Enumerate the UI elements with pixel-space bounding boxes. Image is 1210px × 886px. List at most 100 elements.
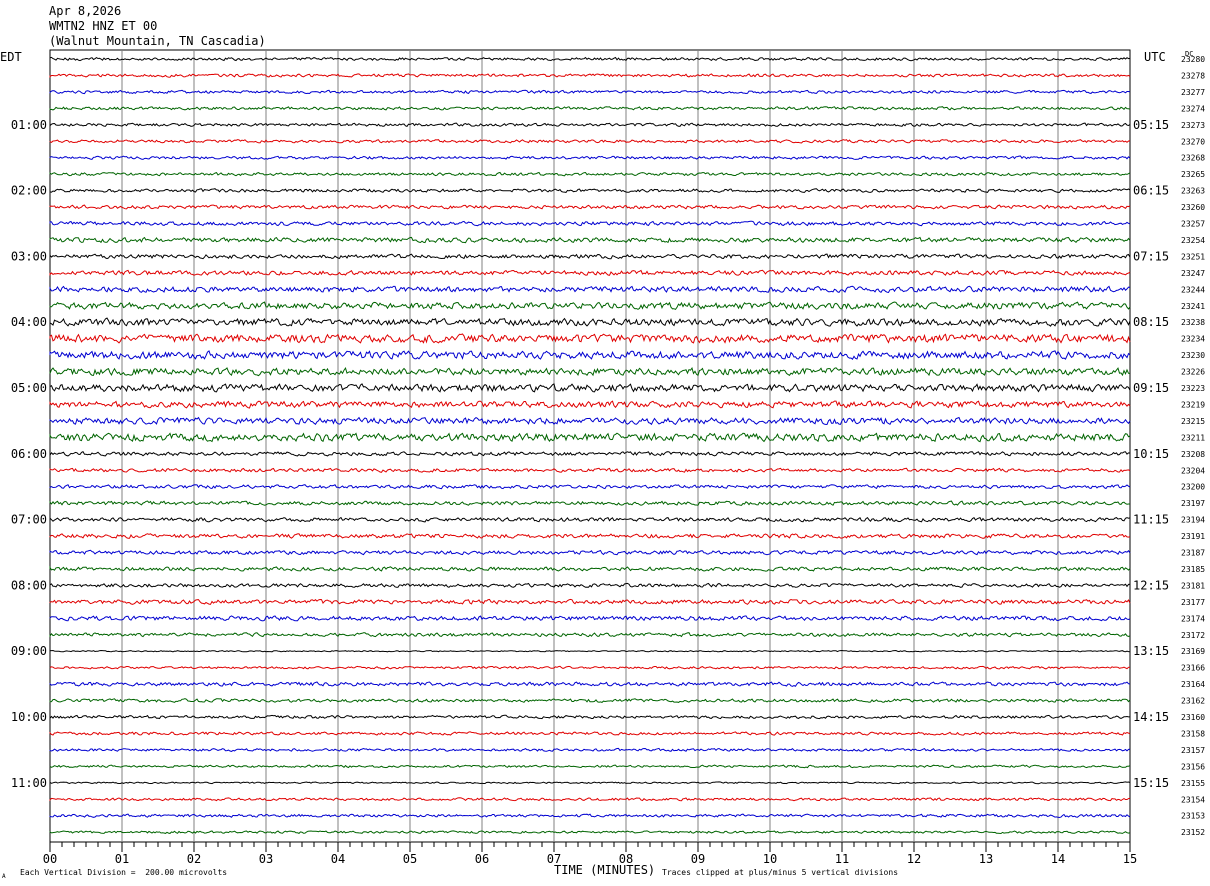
seismic-trace bbox=[49, 467, 1131, 473]
plot-frame bbox=[49, 49, 1131, 843]
left-hour-label: 05:00 bbox=[11, 381, 47, 395]
seismic-trace bbox=[49, 89, 1131, 95]
dc-offset-label: 23200 bbox=[1181, 483, 1205, 492]
dc-offset-label: 23268 bbox=[1181, 154, 1205, 163]
right-hour-label: 06:15 bbox=[1133, 184, 1169, 198]
seismic-trace bbox=[49, 220, 1131, 227]
seismic-trace bbox=[49, 781, 1131, 785]
dc-offset-label: 23263 bbox=[1181, 187, 1205, 196]
seismic-trace bbox=[49, 747, 1131, 752]
seismic-trace bbox=[49, 451, 1131, 457]
seismic-trace bbox=[49, 253, 1131, 260]
seismic-trace bbox=[49, 698, 1131, 703]
dc-offset-label: 23280 bbox=[1181, 55, 1205, 64]
dc-offset-label: 23185 bbox=[1181, 565, 1205, 574]
dc-offset-label: 23270 bbox=[1181, 137, 1205, 146]
dc-offset-label: 23194 bbox=[1181, 516, 1205, 525]
seismic-trace bbox=[49, 301, 1131, 311]
dc-offset-label: 23238 bbox=[1181, 318, 1205, 327]
dc-offset-label: 23156 bbox=[1181, 762, 1205, 771]
dc-offset-label: 23211 bbox=[1181, 433, 1205, 442]
x-tick-label: 05 bbox=[403, 852, 417, 866]
right-hour-label: 08:15 bbox=[1133, 315, 1169, 329]
dc-offset-label: 23230 bbox=[1181, 351, 1205, 360]
clip-note: Traces clipped at plus/minus 5 vertical … bbox=[662, 868, 899, 877]
x-tick-label: 14 bbox=[1051, 852, 1065, 866]
x-tick-label: 02 bbox=[187, 852, 201, 866]
seismic-trace bbox=[49, 582, 1131, 588]
x-tick-label: 09 bbox=[691, 852, 705, 866]
dc-offset-label: 23157 bbox=[1181, 746, 1205, 755]
dc-offset-label: 23257 bbox=[1181, 220, 1205, 229]
dc-offset-label: 23187 bbox=[1181, 549, 1205, 558]
dc-offset-label: 23169 bbox=[1181, 647, 1205, 656]
seismic-trace bbox=[49, 615, 1131, 622]
dc-offset-label: 23265 bbox=[1181, 170, 1205, 179]
seismic-trace bbox=[49, 73, 1131, 78]
seismic-trace bbox=[49, 269, 1131, 276]
seismic-trace bbox=[49, 714, 1130, 720]
dc-offset-label: 23226 bbox=[1181, 368, 1205, 377]
dc-offset-label: 23277 bbox=[1181, 88, 1205, 97]
seismic-trace bbox=[49, 350, 1131, 360]
left-hour-label: 03:00 bbox=[11, 249, 47, 263]
dc-offset-label: 23273 bbox=[1181, 121, 1205, 130]
seismic-trace bbox=[49, 106, 1131, 111]
x-tick-label: 15 bbox=[1123, 852, 1137, 866]
seismic-trace bbox=[49, 632, 1131, 638]
dc-offset-label: 23172 bbox=[1181, 631, 1205, 640]
dc-offset-label: 23166 bbox=[1181, 664, 1205, 673]
right-timezone-label: UTC bbox=[1144, 50, 1166, 64]
left-hour-label: 01:00 bbox=[11, 118, 47, 132]
seismic-trace bbox=[49, 56, 1131, 62]
dc-offset-label: 23152 bbox=[1181, 828, 1205, 837]
dc-offset-label: 23254 bbox=[1181, 236, 1205, 245]
dc-offset-label: 23219 bbox=[1181, 400, 1205, 409]
seismic-trace bbox=[49, 565, 1131, 572]
seismic-trace bbox=[49, 549, 1131, 556]
dc-label: DC bbox=[1185, 50, 1194, 58]
right-hour-label: 09:15 bbox=[1133, 381, 1169, 395]
date-label: Apr 8,2026 bbox=[49, 4, 122, 18]
right-hour-label: 15:15 bbox=[1133, 776, 1169, 790]
seismic-trace bbox=[49, 797, 1131, 802]
left-hour-label: 11:00 bbox=[11, 776, 47, 790]
seismic-trace bbox=[49, 516, 1131, 523]
dc-offset-label: 23164 bbox=[1181, 680, 1205, 689]
right-hour-label: 05:15 bbox=[1133, 118, 1169, 132]
seismic-trace bbox=[49, 598, 1131, 605]
location-label: (Walnut Mountain, TN Cascadia) bbox=[49, 34, 266, 48]
station-label: WMTN2 HNZ ET 00 bbox=[49, 19, 158, 33]
right-hour-label: 14:15 bbox=[1133, 710, 1169, 724]
dc-offset-label: 23251 bbox=[1181, 252, 1205, 261]
seismic-trace bbox=[49, 665, 1131, 670]
x-tick-label: 12 bbox=[907, 852, 921, 866]
seismic-trace bbox=[49, 533, 1131, 539]
right-hour-label: 10:15 bbox=[1133, 447, 1169, 461]
dc-offset-label: 23153 bbox=[1181, 812, 1205, 821]
x-axis-title: TIME (MINUTES) bbox=[554, 863, 656, 877]
dc-offset-label: 23234 bbox=[1181, 335, 1205, 344]
dc-offset-label: 23241 bbox=[1181, 302, 1205, 311]
dc-offset-label: 23181 bbox=[1181, 581, 1205, 590]
dc-offset-label: 23208 bbox=[1181, 450, 1205, 459]
seismic-trace bbox=[49, 681, 1131, 687]
dc-offset-label: 23174 bbox=[1181, 614, 1205, 623]
dc-offset-label: 23197 bbox=[1181, 499, 1205, 508]
dc-offset-label: 23177 bbox=[1181, 598, 1205, 607]
seismic-trace bbox=[49, 383, 1131, 393]
seismic-trace bbox=[49, 122, 1131, 128]
x-tick-label: 01 bbox=[115, 852, 129, 866]
seismic-trace bbox=[49, 366, 1131, 377]
left-hour-label: 06:00 bbox=[11, 447, 47, 461]
dc-offset-label: 23247 bbox=[1181, 269, 1205, 278]
seismic-trace bbox=[49, 764, 1131, 769]
seismic-trace bbox=[49, 813, 1131, 819]
dc-offset-label: 23260 bbox=[1181, 203, 1205, 212]
dc-offset-label: 23154 bbox=[1181, 795, 1205, 804]
left-hour-label: 07:00 bbox=[11, 513, 47, 527]
seismic-trace bbox=[49, 830, 1131, 835]
right-hour-label: 11:15 bbox=[1133, 513, 1169, 527]
x-tick-label: 03 bbox=[259, 852, 273, 866]
